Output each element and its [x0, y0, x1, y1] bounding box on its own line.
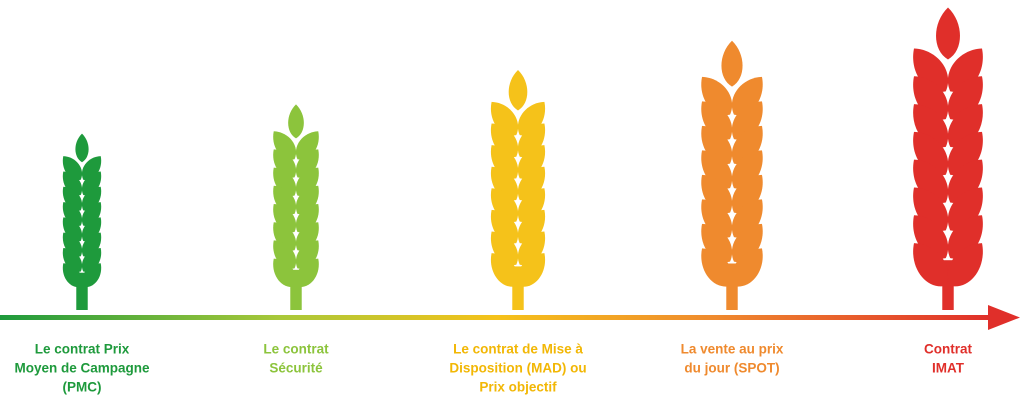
wheat-kernel [82, 263, 102, 288]
wheat-kernel [273, 258, 296, 287]
wheat-ear [490, 70, 546, 310]
wheat-stem [290, 269, 302, 310]
wheat-kernel [721, 40, 743, 87]
timeline-arrow-head [988, 305, 1020, 330]
item-label: Sécurité [269, 361, 323, 376]
item-label: Moyen de Campagne [14, 361, 150, 376]
item-label: Contrat [924, 342, 972, 357]
wheat-ear [913, 7, 983, 310]
item-label: IMAT [932, 361, 965, 376]
item-label: Disposition (MAD) ou [449, 361, 586, 376]
item-label: La vente au prix [681, 342, 784, 357]
item-label: Le contrat de Mise à [453, 342, 583, 357]
wheat-kernel [947, 243, 983, 287]
item-label: (PMC) [63, 380, 102, 395]
item-label: Le contrat Prix [35, 342, 130, 357]
wheat-kernel [701, 248, 733, 287]
wheat-kernel [518, 253, 546, 287]
item-label: du jour (SPOT) [684, 361, 779, 376]
wheat-kernel [288, 104, 304, 139]
wheat-kernel [508, 70, 528, 111]
labels: Le contrat Prix Moyen de Campagne (PMC) Le … [14, 342, 972, 395]
item-label: Prix objectif [479, 380, 557, 395]
item-label: Le contrat [263, 342, 329, 357]
wheat-stem [942, 260, 954, 310]
wheat-kernel [75, 133, 89, 163]
wheat-ear [62, 133, 102, 310]
wheat-kernel [490, 253, 518, 287]
wheat-ear [273, 104, 319, 310]
wheat-kernel [62, 263, 82, 288]
wheat-ear [701, 40, 763, 310]
wheat-stem [726, 263, 738, 310]
wheat-stem [512, 266, 524, 310]
wheat-kernel [936, 7, 960, 60]
wheat-kernel [731, 248, 763, 287]
wheat-kernel [296, 258, 319, 287]
ears [62, 7, 983, 310]
wheat-kernel [913, 243, 949, 287]
timeline-arrow-shaft [0, 315, 992, 320]
wheat-stem [76, 272, 88, 310]
